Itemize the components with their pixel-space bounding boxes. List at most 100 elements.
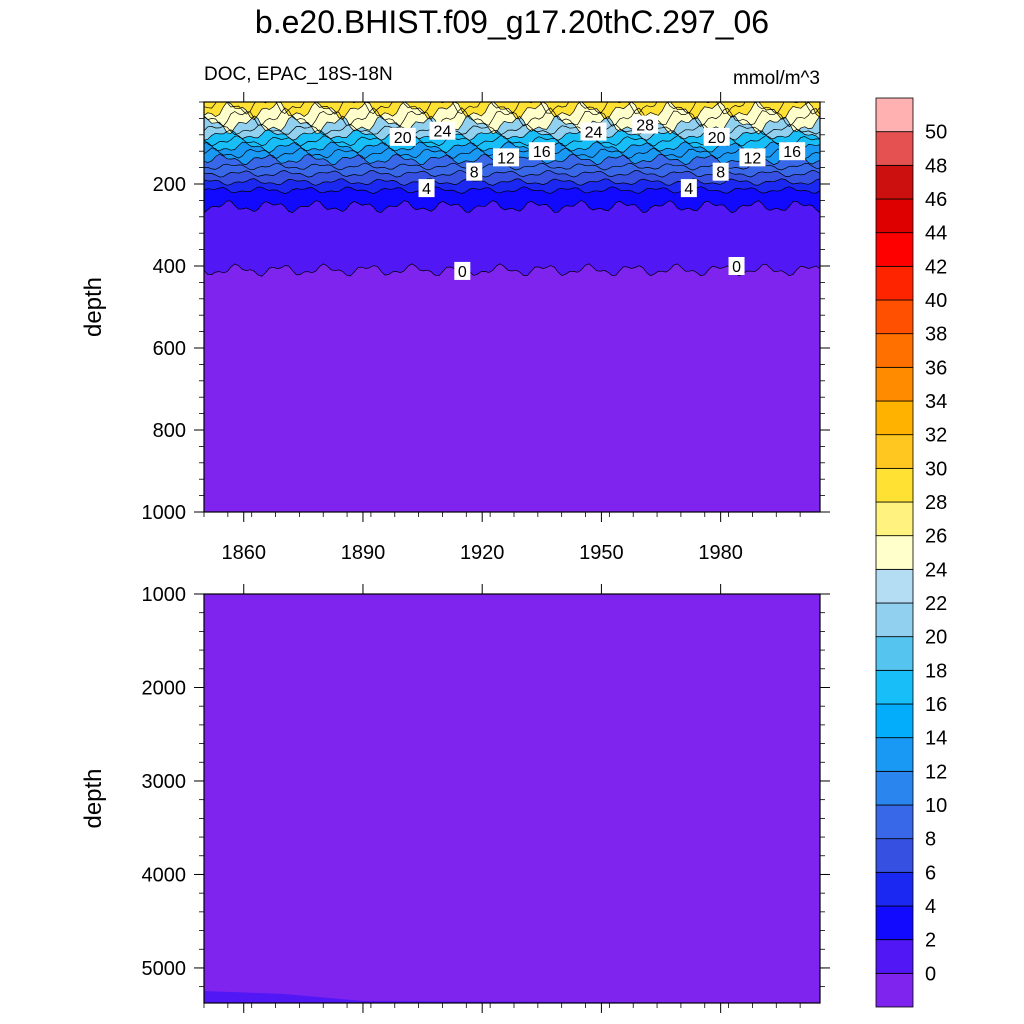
contour-label-bg: [779, 142, 806, 161]
colorbar-label: 12: [925, 761, 947, 783]
colorbar-label: 6: [925, 862, 936, 884]
colorbar-box: [875, 669, 914, 705]
contour-label-bg: [466, 162, 483, 181]
contour-label-text: 4: [684, 181, 693, 198]
contour-label-bg: [528, 142, 555, 161]
colorbar-box: [875, 972, 914, 1008]
contour-label-bg: [454, 261, 471, 280]
contour-label-text: 0: [732, 259, 741, 276]
xtick-label: 1890: [341, 542, 386, 564]
contour-label-bg: [739, 148, 766, 167]
colorbar-label: 20: [925, 627, 947, 649]
lower-ylabel: depth: [80, 768, 107, 828]
contour-label-14: 0: [728, 257, 745, 276]
upper-panel-field: 20 24 8 12 16 24 28 20 8 12 16 4 4 0 0: [204, 102, 820, 512]
contour-label-10: 16: [779, 142, 806, 161]
contour-label-text: 12: [497, 150, 515, 167]
colorbar-box: [875, 97, 914, 133]
colorbar-label: 16: [925, 694, 947, 716]
colorbar-box: [875, 871, 914, 907]
colorbar-label: 24: [925, 559, 947, 581]
contour-label-bg: [712, 162, 729, 181]
contour-label-text: 8: [470, 165, 479, 182]
colorbar-box: [875, 602, 914, 638]
contour-label-13: 0: [454, 261, 471, 281]
contour-label-3: 12: [493, 148, 520, 167]
contour-label-text: 4: [422, 181, 431, 198]
colorbar-label: 32: [925, 425, 947, 447]
upper-ytick-label: 600: [153, 338, 186, 360]
colorbar-label: 28: [925, 492, 947, 514]
lower-ytick-label: 3000: [142, 771, 187, 793]
colorbar-box: [875, 434, 914, 469]
colorbar-label: 10: [925, 795, 947, 817]
colorbar-label: 38: [925, 324, 947, 346]
panel-left-string: DOC, EPAC_18S-18N: [204, 64, 393, 85]
lower-ytick-label: 2000: [142, 677, 187, 699]
contour-label-text: 12: [744, 150, 762, 167]
colorbar-box: [875, 299, 914, 335]
contour-label-bg: [632, 115, 659, 134]
contour-label-9: 12: [739, 148, 766, 167]
colorbar-box: [875, 501, 914, 537]
contour-label-bg: [580, 122, 607, 141]
xtick-label: 1920: [460, 542, 505, 564]
lower-field-background: [204, 594, 820, 1003]
upper-ytick-label: 800: [153, 420, 186, 442]
units-label: mmol/m^3: [732, 68, 820, 89]
contour-band-28: [204, 102, 820, 120]
lower-ytick-label: 5000: [142, 958, 187, 980]
colorbar-box: [875, 703, 914, 739]
contour-label-bg: [418, 179, 435, 198]
colorbar-box: [875, 770, 914, 806]
contour-label-text: 28: [636, 118, 654, 135]
colorbar-box: [875, 366, 914, 402]
colorbar-label: 26: [925, 526, 947, 548]
contour-label-text: 24: [434, 124, 452, 141]
contour-label-6: 28: [632, 115, 659, 135]
contour-label-text: 0: [458, 264, 467, 281]
contour-label-text: 20: [708, 130, 726, 147]
upper-ylabel: depth: [80, 277, 107, 337]
colorbar-label: 50: [925, 122, 947, 144]
upper-ytick-label: 200: [153, 174, 186, 196]
colorbar-box: [875, 568, 914, 604]
contour-line-16: [204, 141, 820, 154]
lower-panel-field: [204, 594, 820, 1003]
contour-line-4: [204, 186, 820, 194]
contour-label-bg: [493, 148, 520, 167]
colorbar-box: [875, 737, 914, 772]
contour-label-bg: [389, 127, 416, 146]
colorbar-label: 48: [925, 155, 947, 177]
contour-label-1: 24: [429, 121, 456, 141]
colorbar-box: [875, 400, 914, 436]
colorbar-label: 8: [925, 829, 936, 851]
contour-label-text: 16: [533, 144, 551, 161]
colorbar-box: [875, 804, 914, 840]
upper-ytick-label: 400: [153, 256, 186, 278]
contour-label-bg: [728, 257, 745, 275]
contour-label-8: 8: [712, 162, 729, 182]
colorbar-box: [875, 198, 914, 234]
upper-ytick-label: 1000: [142, 502, 187, 524]
contour-label-0: 20: [389, 127, 416, 147]
colorbar: 0246810121416182022242628303234363840424…: [875, 97, 947, 1008]
colorbar-label: 36: [925, 357, 947, 379]
upper-plot-frame: [203, 101, 821, 513]
colorbar-box: [875, 535, 914, 570]
colorbar-box: [875, 265, 914, 301]
colorbar-label: 34: [925, 391, 947, 413]
colorbar-box: [875, 333, 914, 368]
colorbar-label: 22: [925, 593, 947, 615]
colorbar-box: [875, 467, 914, 503]
lower-ytick-label: 1000: [142, 584, 187, 606]
contour-label-5: 24: [580, 122, 607, 142]
contour-label-text: 24: [585, 125, 603, 142]
contour-label-4: 16: [528, 142, 555, 161]
contour-label-text: 20: [394, 130, 412, 147]
colorbar-label: 14: [925, 728, 947, 750]
colorbar-label: 30: [925, 458, 947, 480]
colorbar-box: [875, 232, 914, 267]
contour-label-text: 16: [783, 144, 801, 161]
